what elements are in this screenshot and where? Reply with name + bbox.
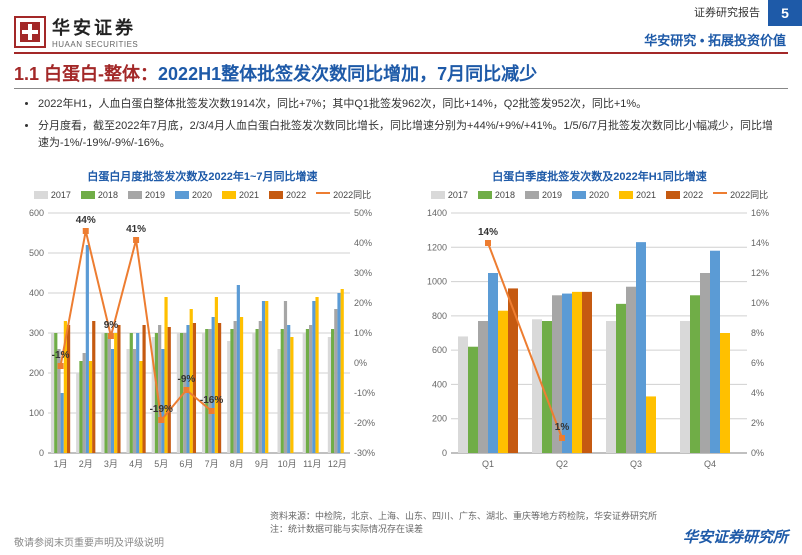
svg-text:1月: 1月	[54, 459, 68, 469]
svg-text:1400: 1400	[427, 208, 447, 218]
svg-text:-9%: -9%	[178, 374, 196, 385]
bullet-list: 2022年H1，人血白蛋白整体批签发次数1914次，同比+7%；其中Q1批签发9…	[24, 96, 782, 157]
tagline: 华安研究 • 拓展投资价值	[644, 30, 786, 49]
chart-monthly-title: 白蛋白月度批签发次数及2022年1~7月同比增速	[14, 168, 391, 184]
svg-text:1000: 1000	[427, 277, 447, 287]
header: 5 证券研究报告 华安证券 HUAAN SECURITIES 华安研究 • 拓展…	[0, 0, 802, 54]
svg-text:16%: 16%	[751, 208, 769, 218]
svg-text:500: 500	[29, 248, 44, 258]
svg-text:200: 200	[29, 368, 44, 378]
svg-text:-20%: -20%	[354, 418, 375, 428]
sources-line2: 注：统计数据可能与实际情况存在误差	[270, 523, 657, 536]
svg-text:30%: 30%	[354, 268, 372, 278]
svg-text:Q2: Q2	[556, 459, 568, 469]
svg-text:-10%: -10%	[354, 388, 375, 398]
svg-text:14%: 14%	[478, 227, 498, 238]
svg-text:8%: 8%	[751, 328, 764, 338]
svg-text:1%: 1%	[555, 422, 570, 433]
svg-text:2%: 2%	[751, 418, 764, 428]
chart-quarterly: 白蛋白季度批签发次数及2022年H1同比增速 20172018201920202…	[411, 168, 788, 475]
svg-text:10%: 10%	[751, 298, 769, 308]
logo-en-text: HUAAN SECURITIES	[52, 40, 138, 49]
svg-text:14%: 14%	[751, 238, 769, 248]
svg-text:-30%: -30%	[354, 448, 375, 458]
slide-title: 1.1 白蛋白-整体：2022H1整体批签发次数同比增加，7月同比减少	[14, 60, 537, 86]
svg-text:9月: 9月	[255, 459, 269, 469]
svg-text:-1%: -1%	[52, 350, 70, 361]
chart-quarterly-svg: 0 200 400 600 800 1000 1200 1400 0% 2% 4% 6% 8% 10% 12…	[411, 205, 781, 475]
title-section: 1.1 白蛋白-整体：	[14, 64, 158, 84]
svg-text:6%: 6%	[751, 358, 764, 368]
svg-text:4%: 4%	[751, 388, 764, 398]
svg-text:10%: 10%	[354, 328, 372, 338]
bullet-item: 分月度看，截至2022年7月底，2/3/4月人血白蛋白批签发次数同比增长，同比增…	[38, 118, 782, 153]
chart-quarterly-legend: 2017201820192020202120222022同比	[411, 188, 788, 201]
svg-text:11月: 11月	[303, 459, 321, 469]
svg-text:800: 800	[432, 311, 447, 321]
logo-mark-icon	[14, 16, 46, 48]
page-number: 5	[768, 0, 802, 26]
svg-text:41%: 41%	[126, 224, 146, 235]
svg-text:2月: 2月	[79, 459, 93, 469]
svg-text:12%: 12%	[751, 268, 769, 278]
svg-text:600: 600	[432, 345, 447, 355]
svg-text:20%: 20%	[354, 298, 372, 308]
svg-text:7月: 7月	[205, 459, 219, 469]
svg-text:50%: 50%	[354, 208, 372, 218]
svg-text:3月: 3月	[104, 459, 118, 469]
svg-text:10月: 10月	[278, 459, 297, 469]
svg-text:4月: 4月	[129, 459, 143, 469]
svg-text:1200: 1200	[427, 242, 447, 252]
chart-monthly-legend: 2017201820192020202120222022同比	[14, 188, 391, 201]
svg-text:40%: 40%	[354, 238, 372, 248]
svg-text:Q3: Q3	[630, 459, 642, 469]
chart-monthly: 白蛋白月度批签发次数及2022年1~7月同比增速 201720182019202…	[14, 168, 391, 475]
bullet-item: 2022年H1，人血白蛋白整体批签发次数1914次，同比+7%；其中Q1批签发9…	[38, 96, 782, 114]
svg-text:-16%: -16%	[200, 395, 223, 406]
logo: 华安证券 HUAAN SECURITIES	[14, 14, 138, 49]
footer-institute: 华安证券研究所	[683, 526, 788, 547]
svg-text:Q1: Q1	[482, 459, 494, 469]
svg-text:-19%: -19%	[150, 404, 173, 415]
svg-text:600: 600	[29, 208, 44, 218]
svg-text:Q4: Q4	[704, 459, 716, 469]
svg-text:0%: 0%	[354, 358, 367, 368]
report-type: 证券研究报告	[694, 4, 760, 20]
chart-quarterly-title: 白蛋白季度批签发次数及2022年H1同比增速	[411, 168, 788, 184]
svg-text:400: 400	[29, 288, 44, 298]
footer-disclaimer: 敬请参阅末页重要声明及评级说明	[14, 534, 164, 549]
chart-monthly-svg: 0 100 200 300 400 500 600 -30% -20% -10% 0% 10% 20% 3…	[14, 205, 384, 475]
title-main: 2022H1整体批签发次数同比增加，7月同比减少	[158, 64, 537, 84]
svg-text:9%: 9%	[104, 320, 119, 331]
logo-cn-text: 华安证券	[52, 14, 138, 40]
svg-text:0: 0	[442, 448, 447, 458]
svg-text:100: 100	[29, 408, 44, 418]
svg-text:300: 300	[29, 328, 44, 338]
svg-text:200: 200	[432, 414, 447, 424]
svg-text:6月: 6月	[179, 459, 193, 469]
svg-text:44%: 44%	[76, 215, 96, 226]
sources: 资料来源：中检院，北京、上海、山东、四川、广东、湖北、重庆等地方药检院，华安证券…	[270, 510, 657, 535]
svg-text:0: 0	[39, 448, 44, 458]
svg-text:0%: 0%	[751, 448, 764, 458]
svg-text:400: 400	[432, 379, 447, 389]
sources-line1: 资料来源：中检院，北京、上海、山东、四川、广东、湖北、重庆等地方药检院，华安证券…	[270, 510, 657, 523]
svg-text:12月: 12月	[328, 459, 347, 469]
svg-text:5月: 5月	[154, 459, 168, 469]
svg-text:8月: 8月	[230, 459, 244, 469]
